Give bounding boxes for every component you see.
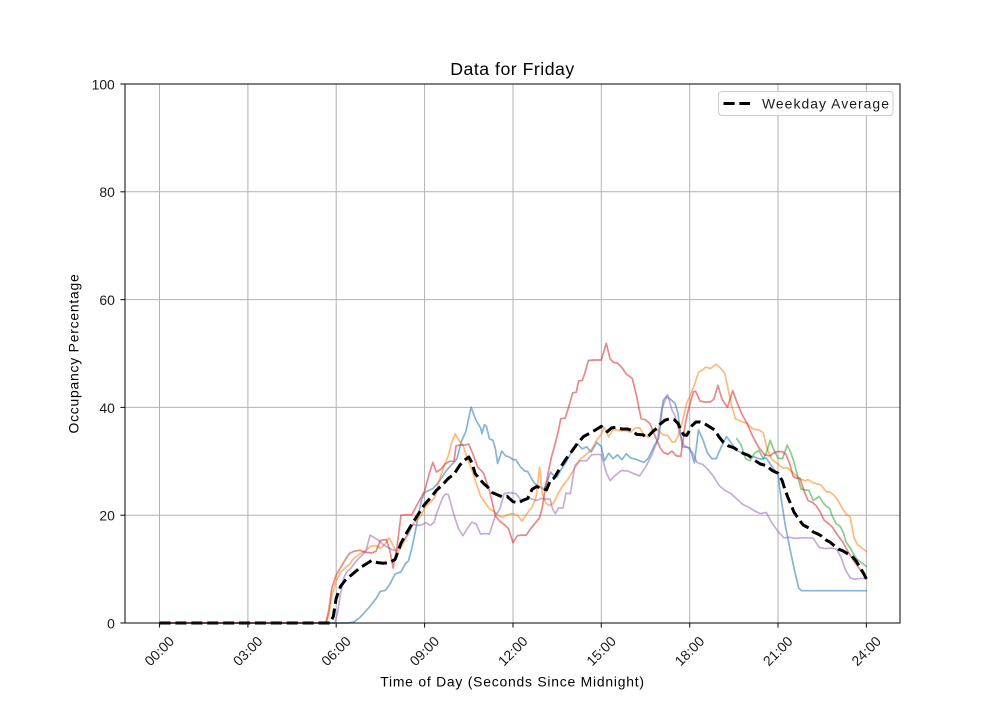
svg-text:Occupancy Percentage: Occupancy Percentage <box>66 274 82 434</box>
svg-text:Data for Friday: Data for Friday <box>450 59 574 79</box>
svg-text:40: 40 <box>99 400 115 416</box>
svg-text:100: 100 <box>92 76 115 92</box>
svg-text:80: 80 <box>99 184 115 200</box>
svg-text:Weekday Average: Weekday Average <box>762 95 890 111</box>
svg-text:Time of Day (Seconds Since Mid: Time of Day (Seconds Since Midnight) <box>380 673 645 689</box>
svg-text:20: 20 <box>99 508 115 524</box>
svg-text:0: 0 <box>107 615 115 631</box>
svg-text:60: 60 <box>99 292 115 308</box>
